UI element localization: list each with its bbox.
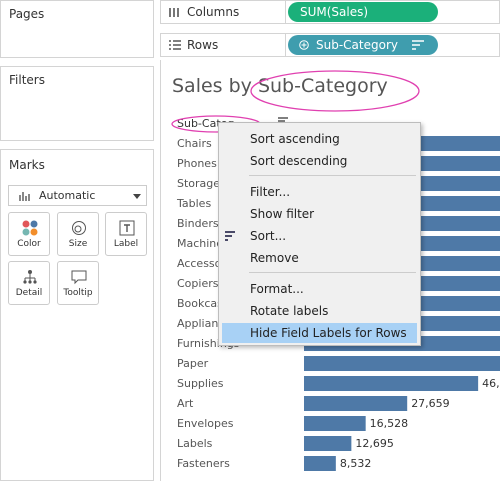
rows-pill[interactable]: Sub-Category [288, 35, 438, 55]
button-label: Detail [15, 288, 43, 298]
menu-item[interactable]: Sort ascending [250, 132, 340, 146]
icon [72, 221, 86, 235]
category-label: Fasteners [177, 457, 230, 470]
button-label: Tooltip [63, 288, 93, 298]
view [160, 60, 500, 481]
separator [249, 272, 416, 273]
size-button[interactable]: Size [57, 212, 99, 256]
columns-pill[interactable]: SUM(Sales) [288, 2, 438, 22]
shelf-label: Columns [187, 5, 240, 19]
value-label: 27,659 [411, 397, 450, 410]
category-label: Binders [177, 217, 219, 230]
value-label: 16,528 [370, 417, 409, 430]
columns-shelf: Columns SUM(Sales) [160, 0, 500, 24]
tooltip-button[interactable]: Tooltip [57, 261, 99, 305]
annotation-circle [250, 70, 420, 112]
category-label: Paper [177, 357, 209, 370]
bar [304, 356, 500, 371]
marks-card: Marks Automatic Color Size Label Detail … [0, 149, 154, 481]
sort-icon[interactable] [278, 117, 290, 125]
separator [249, 175, 416, 176]
menu-item[interactable]: Sort... [250, 229, 287, 243]
menu-item[interactable]: Hide Field Labels for Rows [250, 326, 407, 340]
category-label: Art [177, 397, 194, 410]
icon [19, 192, 30, 201]
category-label: Labels [177, 437, 213, 450]
label-button[interactable]: Label [105, 212, 147, 256]
pages-card: Pages [0, 0, 154, 58]
shelf-label: Rows [187, 38, 219, 52]
category-label: Storage [177, 177, 220, 190]
sort-icon [412, 40, 424, 50]
button-label: Size [68, 239, 88, 249]
mark-type: Automatic [39, 189, 96, 202]
button-label: Color [17, 239, 41, 249]
pill-text: Sub-Category [316, 38, 398, 52]
color-button[interactable]: Color [8, 212, 50, 256]
icon [23, 270, 37, 284]
icon [299, 40, 309, 50]
category-label: Copiers [177, 277, 219, 290]
menu-item[interactable]: Format... [250, 282, 304, 296]
sort-icon [225, 231, 235, 241]
bar [304, 436, 352, 451]
rows-shelf: Rows Sub-Category [160, 33, 500, 57]
category-label: Tables [176, 197, 211, 210]
menu-item[interactable]: Rotate labels [250, 304, 329, 318]
category-label: Supplies [177, 377, 224, 390]
menu-item[interactable]: Filter... [250, 185, 291, 199]
value-label: 8,532 [340, 457, 372, 470]
menu-item[interactable]: Remove [250, 251, 299, 265]
menu-item[interactable]: Show filter [250, 207, 315, 221]
card-title: Marks [9, 158, 45, 172]
icon [71, 270, 87, 285]
card-title: Pages [9, 7, 45, 21]
menu-item[interactable]: Sort descending [250, 154, 348, 168]
bar [304, 376, 479, 391]
icon [169, 8, 179, 17]
detail-button[interactable]: Detail [8, 261, 50, 305]
highlight [222, 323, 417, 343]
value-label: 46,673 [482, 377, 500, 390]
category-label: Phones [177, 157, 217, 170]
value-label: 12,695 [355, 437, 394, 450]
context-menu: Sort ascending Sort descending Filter... Sh… [218, 122, 421, 346]
category-label: Envelopes [177, 417, 234, 430]
icon [119, 220, 135, 236]
bar [304, 456, 336, 471]
filters-card: Filters [0, 66, 154, 141]
icon [22, 220, 38, 236]
card-title: Filters [9, 73, 45, 87]
category-label: Chairs [177, 137, 212, 150]
chart-title: Sales by Sub-Category [172, 75, 388, 97]
bar [304, 396, 408, 411]
button-label: Label [113, 239, 139, 249]
icon [133, 194, 141, 199]
bar [304, 416, 366, 431]
icon [169, 40, 181, 50]
category-label: Machines [177, 237, 229, 250]
mark-type-dropdown[interactable]: Automatic [8, 185, 147, 206]
